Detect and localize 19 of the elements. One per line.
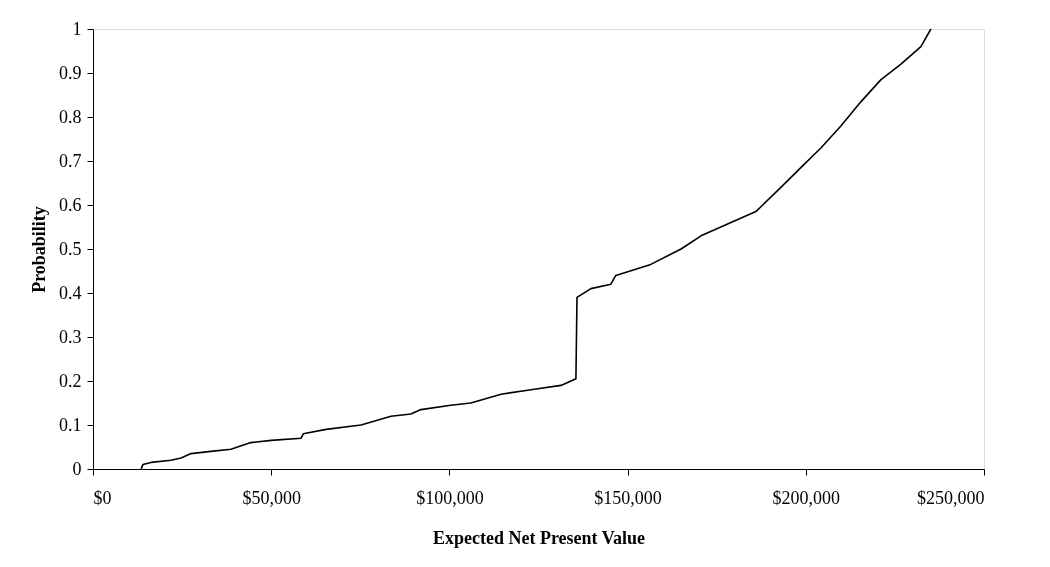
x-tick-label: $0 [93, 487, 112, 508]
y-tick-label: 0.5 [59, 238, 82, 259]
y-axis-title: Probability [29, 206, 49, 293]
x-tick-label: $250,000 [917, 487, 985, 508]
x-axis-title: Expected Net Present Value [432, 527, 646, 548]
y-tick-label: 0.3 [59, 326, 82, 347]
x-tick-label: $100,000 [416, 487, 484, 508]
y-tick-label: 0 [72, 458, 82, 479]
x-tick-label: $150,000 [594, 487, 662, 508]
y-tick-label: 1 [72, 18, 82, 39]
y-tick-label: 0.2 [59, 370, 82, 391]
x-tick-label: $200,000 [772, 487, 841, 508]
x-tick-label: $50,000 [242, 487, 301, 508]
y-tick-label: 0.6 [59, 194, 82, 215]
y-tick-label: 0.1 [59, 414, 82, 435]
y-tick-label: 0.4 [59, 282, 82, 303]
y-tick-label: 0.8 [59, 106, 82, 127]
y-tick-label: 0.9 [59, 62, 82, 83]
y-tick-label: 0.7 [59, 150, 82, 171]
